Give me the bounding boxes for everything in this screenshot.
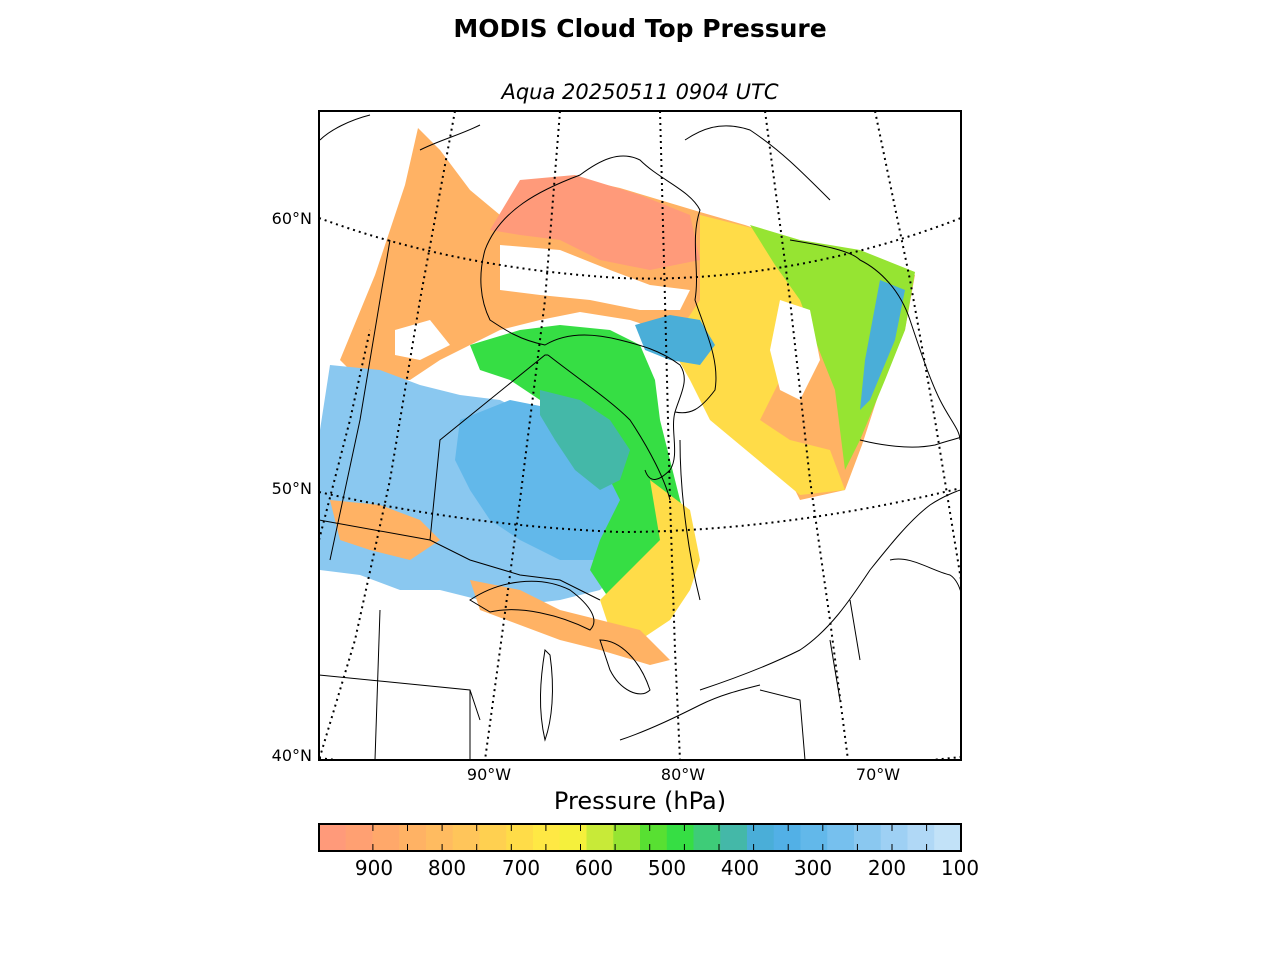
graticule [319,111,961,760]
colorbar-segment [479,824,507,851]
colorbar-segment [372,824,400,851]
colorbar-segment [345,824,374,851]
lat-label-60n: 60°N [271,209,312,228]
colorbar-segment [720,824,748,851]
border-us-states-1 [319,609,481,760]
colorbar-segment [666,824,695,851]
border-us-canada [319,519,601,601]
colorbar-segment [693,824,721,851]
swath-patch-orange-nw [340,128,915,500]
political-borders [319,239,861,760]
james-bay-coast [644,411,676,480]
meridian-85W [484,111,561,760]
colorbar-segment [773,824,802,851]
colorbar-segment [586,824,614,851]
swath-patch-blue-east [860,280,905,410]
colorbar-label: Pressure (hPa) [553,787,727,815]
clear-gap-west [395,320,450,360]
swath-patch-peach-north [490,175,700,270]
colorbar-tick-600: 600 [574,856,614,880]
clear-gap-south [700,470,770,525]
swath-patch-teal-central [540,390,630,490]
colorbar-tick-100: 100 [940,856,980,880]
border-ontario-north [547,354,671,501]
colorbar-tick-300: 300 [793,856,833,880]
colorbar-tick-800: 800 [427,856,467,880]
lon-label-80w: 80°W [660,765,706,784]
colorbar-segment [747,824,775,851]
colorbar-segment [934,824,962,851]
swath-patch-blue-hudson [635,315,715,365]
colorbar-tick-200: 200 [867,856,907,880]
colorbar-tick-700: 700 [501,856,541,880]
colorbar [318,823,962,852]
lat-label-40n: 40°N [271,746,312,765]
nova-scotia-coast [889,558,961,593]
swath-patch-green-central [470,325,690,610]
meridian-80W [659,111,681,760]
colorbar-frame [318,823,962,852]
border-quebec-ontario [679,439,701,601]
colorbar-segment [640,824,668,851]
chart-title: MODIS Cloud Top Pressure [453,14,827,43]
lon-label-70w: 70°W [855,765,901,784]
colorbar-tick-400: 400 [720,856,760,880]
map-frame [318,110,962,761]
labrador-coast [789,239,961,441]
colorbar-segment [827,824,855,851]
lon-label-90w: 90°W [466,765,512,784]
great-lakes-superior [469,580,595,631]
colorbar-segment [319,824,347,851]
map-plot-area [319,111,961,760]
colorbar-segment [613,824,641,851]
colorbar-segment [854,824,882,851]
parallel-50N [319,487,961,534]
colorbar-segment [399,824,427,851]
colorbar-segment [559,824,588,851]
colorbar-tick-500: 500 [647,856,687,880]
parallel-60N [319,217,961,280]
border-west-provinces [329,239,391,561]
st-lawrence-river [699,489,961,691]
coastlines [319,114,961,742]
great-lakes-erie-ontario [619,684,761,741]
colorbar-tick-900: 900 [354,856,394,880]
colorbar-segment [452,824,481,851]
chart-subtitle: Aqua 20250511 0904 UTC [501,80,779,104]
swath-patch-orange-south [470,580,670,665]
swath-patch-green-east [750,225,915,470]
colorbar-segment [800,824,828,851]
colorbar-segment [907,824,935,851]
meridian-75W [764,111,849,760]
northwest-arctic [319,114,831,201]
cloud-top-pressure-swath [320,128,915,665]
colorbar-segment [880,824,909,851]
colorbar-segment [426,824,454,851]
swath-patch-yellow-south [600,480,700,640]
hudson-bay-coast [480,155,717,414]
swath-patch-peach-west [330,500,440,560]
great-lakes-huron [599,639,651,695]
colorbar-segment [533,824,561,851]
lat-label-50n: 50°N [271,479,312,498]
border-manitoba-ontario [429,354,548,541]
great-lakes-michigan [540,648,553,742]
gulf-st-lawrence [859,436,961,448]
colorbar-segment [506,824,534,851]
